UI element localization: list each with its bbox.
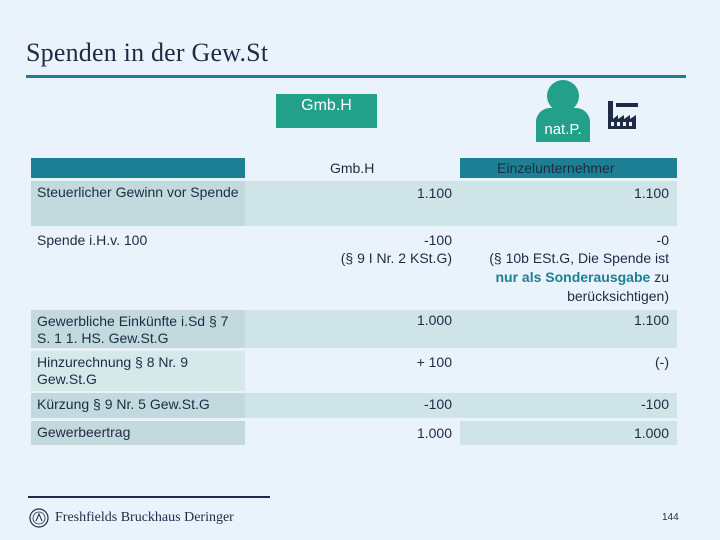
note-zu: zu [654,269,669,285]
cell-einzel-kuerzung: -100 [460,393,677,418]
factory-icon [608,101,638,129]
page-number: 144 [662,512,679,523]
logo-text: Freshfields Bruckhaus Deringer [55,510,234,525]
cell-gmbh-hinzurechnung: + 100 [416,354,452,370]
cell-einzel-einkuenfte: 1.100 [460,310,677,348]
row-label-gewerbeertrag: Gewerbeertrag [31,421,245,445]
cell-einzel-gewerbeertrag: 1.000 [460,421,677,445]
row-label-gewerbliche-einkuenfte: Gewerbliche Einkünfte i.Sd § 7 S. 1 1. H… [31,310,245,348]
cell-einzel-spende-note-a: (§ 10b ESt.G, Die Spende ist [489,250,669,266]
cell-gmbh-gewerbeertrag: 1.000 [416,425,452,441]
title-divider [26,75,686,78]
cell-einzel-spende: -0 [656,232,669,248]
row-label-hinzurechnung: Hinzurechnung § 8 Nr. 9 Gew.St.G [31,351,245,391]
row-label-steuerlicher-gewinn: Steuerlicher Gewinn vor Spende [31,181,245,226]
cell-gmbh-spende-note: (§ 9 I Nr. 2 KSt.G) [340,250,452,266]
footer-divider [28,496,270,498]
row-label-spende: Spende i.H.v. 100 [37,232,148,248]
cell-einzel-hinzurechnung: (-) [655,354,669,370]
cell-einzel-spende-note-c: berücksichtigen) [567,288,669,304]
person-label: nat.P. [536,108,590,142]
cell-gmbh-spende: -100 [423,232,452,248]
column-header-einzelunternehmer: Einzelunternehmer [497,160,615,176]
logo-seal-icon [29,508,49,528]
cell-gmbh-einkuenfte: 1.000 [245,310,460,348]
slide-title: Spenden in der Gew.St [26,38,269,67]
highlight-sonderausgabe: nur als Sonderausgabe [495,269,651,285]
cell-gmbh-gewinn: 1.100 [245,181,460,226]
column-header-gmbh: Gmb.H [330,160,375,176]
cell-einzel-gewinn: 1.100 [460,181,677,226]
table-header-gap [245,158,460,178]
cell-gmbh-kuerzung: -100 [245,393,460,418]
person-icon [547,80,579,112]
cell-einzel-spende-note-b: nur als Sonderausgabe zu [460,268,677,286]
gmbh-entity-box: Gmb.H [276,94,377,128]
row-label-kuerzung: Kürzung § 9 Nr. 5 Gew.St.G [31,393,245,418]
